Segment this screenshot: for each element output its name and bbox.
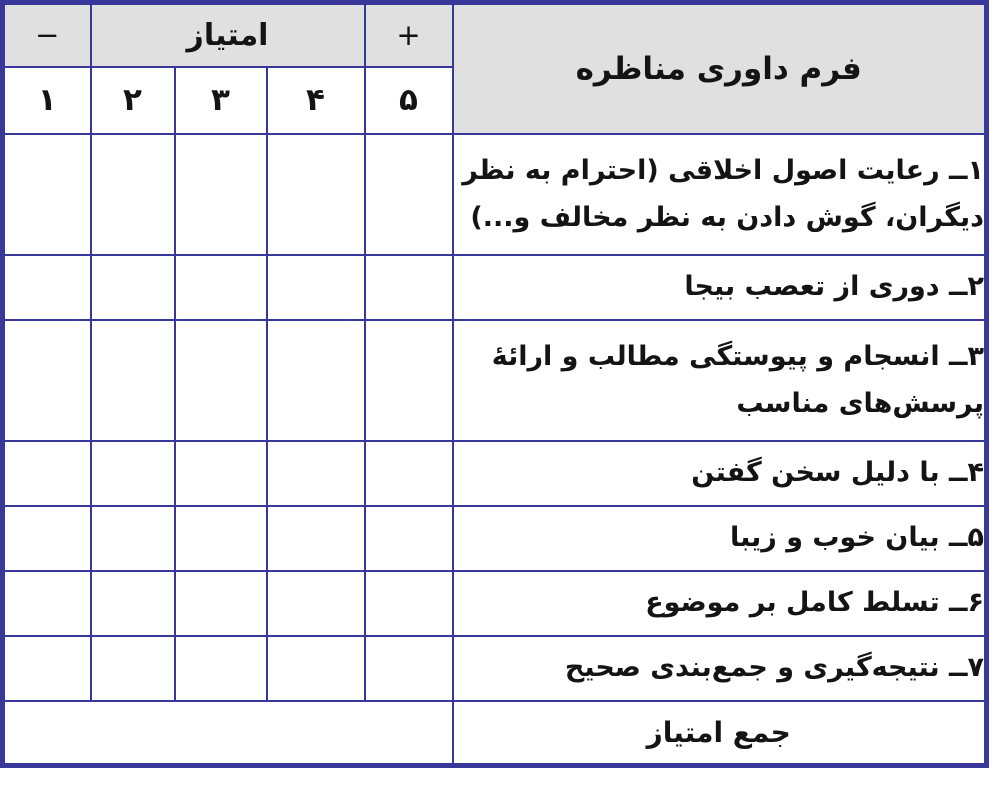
score-cell[interactable] — [173, 634, 268, 702]
score-value-3: ۳ — [173, 65, 268, 135]
criterion-row: ۱ــ رعایت اصول اخلاقی (احترام به نظر دیگ… — [1, 132, 988, 256]
criterion-label-4: ۴ــ با دلیل سخن گفتن — [451, 439, 988, 507]
criterion-row: ۵ــ بیان خوب و زیبا — [1, 504, 988, 572]
criterion-row: ۷ــ نتیجه‌گیری و جمع‌بندی صحیح — [1, 634, 988, 702]
total-score-cell[interactable] — [1, 699, 454, 767]
score-cell[interactable] — [89, 634, 176, 702]
score-values-row: ۵ ۴ ۳ ۲ ۱ — [1, 65, 987, 135]
score-cell[interactable] — [265, 318, 366, 442]
score-cell[interactable] — [363, 132, 454, 256]
criterion-row: ۶ــ تسلط کامل بر موضوع — [1, 569, 988, 637]
score-cell[interactable] — [1, 439, 92, 507]
score-cell[interactable] — [89, 253, 176, 321]
score-cell[interactable] — [173, 569, 268, 637]
score-value-2: ۲ — [89, 65, 176, 135]
criterion-row: ۲ــ دوری از تعصب بیجا — [1, 253, 988, 321]
score-cell[interactable] — [1, 318, 92, 442]
score-cell[interactable] — [363, 253, 454, 321]
criterion-label-2: ۲ــ دوری از تعصب بیجا — [451, 253, 988, 321]
score-cell[interactable] — [89, 439, 176, 507]
score-cell[interactable] — [363, 634, 454, 702]
score-cell[interactable] — [173, 132, 268, 256]
score-cell[interactable] — [363, 569, 454, 637]
score-cell[interactable] — [89, 569, 176, 637]
score-cell[interactable] — [1, 569, 92, 637]
score-cell[interactable] — [1, 634, 92, 702]
score-cell[interactable] — [89, 504, 176, 572]
score-cell[interactable] — [265, 569, 366, 637]
criterion-label-1: ۱ــ رعایت اصول اخلاقی (احترام به نظر دیگ… — [451, 132, 988, 256]
score-cell[interactable] — [1, 253, 92, 321]
score-cell[interactable] — [173, 253, 268, 321]
criterion-label-3: ۳ــ انسجام و پیوستگی مطالب و ارائهٔ پرسش… — [451, 318, 988, 442]
form-title: فرم داوری مناظره — [451, 1, 988, 135]
score-value-1: ۱ — [1, 65, 92, 135]
criterion-row: ۳ــ انسجام و پیوستگی مطالب و ارائهٔ پرسش… — [1, 318, 988, 442]
score-cell[interactable] — [89, 132, 176, 256]
criterion-label-5: ۵ــ بیان خوب و زیبا — [451, 504, 988, 572]
score-cell[interactable] — [363, 318, 454, 442]
score-cell[interactable] — [265, 253, 366, 321]
criterion-label-7: ۷ــ نتیجه‌گیری و جمع‌بندی صحیح — [451, 634, 988, 702]
score-cell[interactable] — [173, 318, 268, 442]
total-score-label: جمع امتیاز — [451, 699, 988, 767]
score-header: امتیاز — [89, 1, 366, 68]
score-cell[interactable] — [173, 504, 268, 572]
score-value-5: ۵ — [363, 65, 454, 135]
debate-judging-form-table: فرم داوری مناظره + امتیاز − ۵ ۴ ۳ ۲ ۱ ۱ـ… — [0, 0, 989, 768]
score-cell[interactable] — [89, 318, 176, 442]
score-cell[interactable] — [363, 439, 454, 507]
plus-column-header: + — [363, 1, 454, 68]
score-cell[interactable] — [1, 132, 92, 256]
score-cell[interactable] — [173, 439, 268, 507]
header-row: فرم داوری مناظره + امتیاز − — [1, 1, 988, 135]
score-cell[interactable] — [265, 504, 366, 572]
criterion-row: ۴ــ با دلیل سخن گفتن — [1, 439, 988, 507]
score-cell[interactable] — [265, 132, 366, 256]
score-cell[interactable] — [363, 504, 454, 572]
minus-column-header: − — [1, 1, 92, 68]
score-cell[interactable] — [265, 439, 366, 507]
score-value-4: ۴ — [265, 65, 366, 135]
criterion-label-6: ۶ــ تسلط کامل بر موضوع — [451, 569, 988, 637]
total-row: جمع امتیاز — [1, 699, 988, 767]
score-cell[interactable] — [1, 504, 92, 572]
score-cell[interactable] — [265, 634, 366, 702]
